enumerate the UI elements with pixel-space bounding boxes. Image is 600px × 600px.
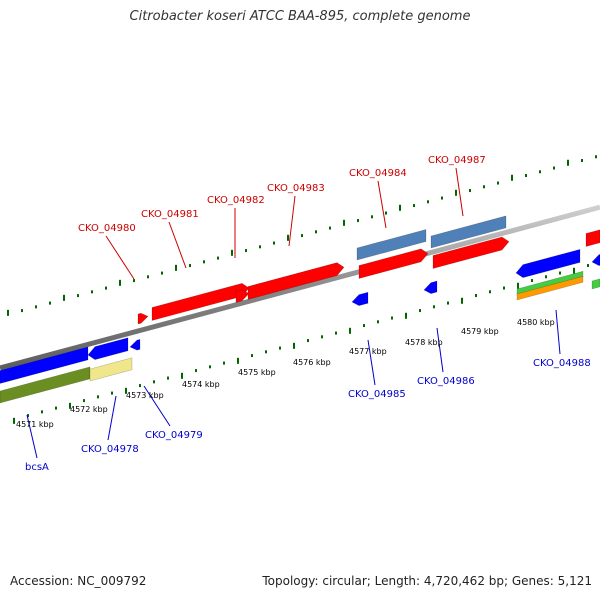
leader-line — [168, 221, 187, 269]
forward-gene-label: CKO_04984 — [349, 168, 407, 179]
accession-text: Accession: NC_009792 — [10, 574, 147, 588]
label-leaders-layer — [26, 167, 561, 459]
forward-gene-label: CKO_04982 — [207, 195, 265, 206]
ruler-label: 4575 kbp — [238, 368, 276, 377]
green-feature — [591, 278, 600, 290]
steelblue-feature — [356, 229, 427, 261]
leader-line — [377, 180, 387, 229]
forward-gene-label: CKO_04980 — [78, 223, 136, 234]
tick-marks-layer — [7, 155, 597, 424]
forward-gene-arrow — [235, 289, 250, 303]
leader-line — [26, 414, 38, 459]
reverse-gene-label: CKO_04978 — [81, 444, 139, 455]
features-layer — [0, 215, 600, 404]
ruler-label: 4571 kbp — [16, 420, 54, 429]
ruler-label: 4574 kbp — [182, 380, 220, 389]
ruler-label: 4578 kbp — [405, 338, 443, 347]
steelblue-feature — [430, 215, 507, 249]
reverse-gene-arrow — [0, 346, 89, 384]
backbone-line — [0, 204, 600, 371]
genome-backbone — [0, 204, 600, 371]
leader-line — [288, 195, 296, 247]
forward-gene-arrow — [585, 229, 600, 247]
reverse-gene-arrow — [129, 338, 141, 351]
reverse-gene-arrow — [591, 254, 600, 266]
reverse-gene-label: CKO_04988 — [533, 358, 591, 369]
ruler-label: 4577 kbp — [349, 347, 387, 356]
leader-line — [105, 235, 135, 280]
orange-feature — [516, 275, 584, 301]
leader-line — [436, 327, 444, 373]
reverse-gene-arrow — [87, 337, 129, 360]
ruler-label: 4576 kbp — [293, 358, 331, 367]
ruler-label: 4572 kbp — [70, 405, 108, 414]
labels-layer: 4571 kbp 4572 kbp 4573 kbp 4574 kbp 4575 kbp… — [16, 155, 591, 473]
leader-line — [455, 167, 464, 217]
reverse-gene-label: CKO_04979 — [145, 430, 203, 441]
forward-gene-arrow — [247, 262, 345, 300]
pale-yellow-feature — [89, 357, 133, 382]
forward-gene-arrow — [358, 248, 429, 279]
forward-gene-arrow — [432, 236, 510, 269]
topology-text: Topology: circular; Length: 4,720,462 bp… — [262, 574, 592, 588]
reverse-gene-arrow — [351, 291, 369, 306]
reverse-gene-arrow — [515, 248, 581, 278]
forward-gene-label: CKO_04983 — [267, 183, 325, 194]
forward-gene-label: CKO_04981 — [141, 209, 199, 220]
reverse-gene-label: CKO_04985 — [348, 389, 406, 400]
reverse-gene-label: bcsA — [25, 462, 49, 473]
reverse-gene-label: CKO_04986 — [417, 376, 475, 387]
leader-line — [367, 339, 376, 386]
ruler-label: 4579 kbp — [461, 327, 499, 336]
forward-gene-label: CKO_04987 — [428, 155, 486, 166]
reverse-gene-arrow — [423, 280, 438, 294]
leader-line — [107, 395, 117, 441]
leader-line — [143, 385, 171, 427]
forward-gene-arrow — [137, 312, 149, 325]
map-title: Citrobacter koseri ATCC BAA-895, complet… — [129, 9, 471, 24]
leader-line — [555, 309, 561, 355]
ruler-label: 4580 kbp — [517, 318, 555, 327]
ruler-label: 4573 kbp — [126, 391, 164, 400]
